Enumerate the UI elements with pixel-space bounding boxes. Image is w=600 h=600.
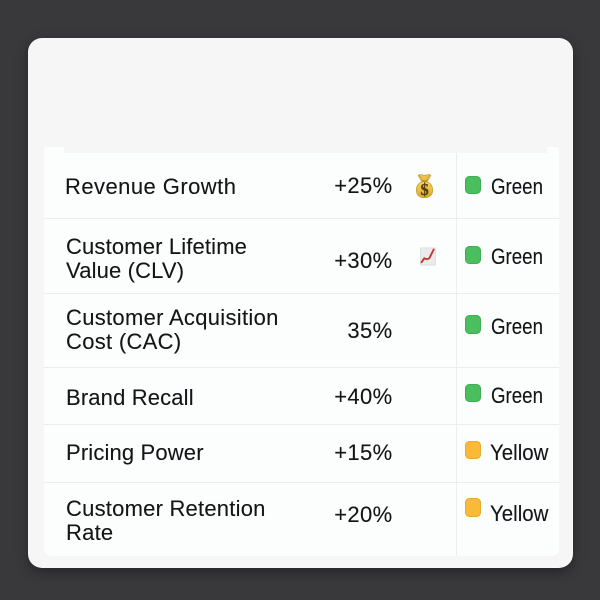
svg-text:$: $ [421,180,429,198]
